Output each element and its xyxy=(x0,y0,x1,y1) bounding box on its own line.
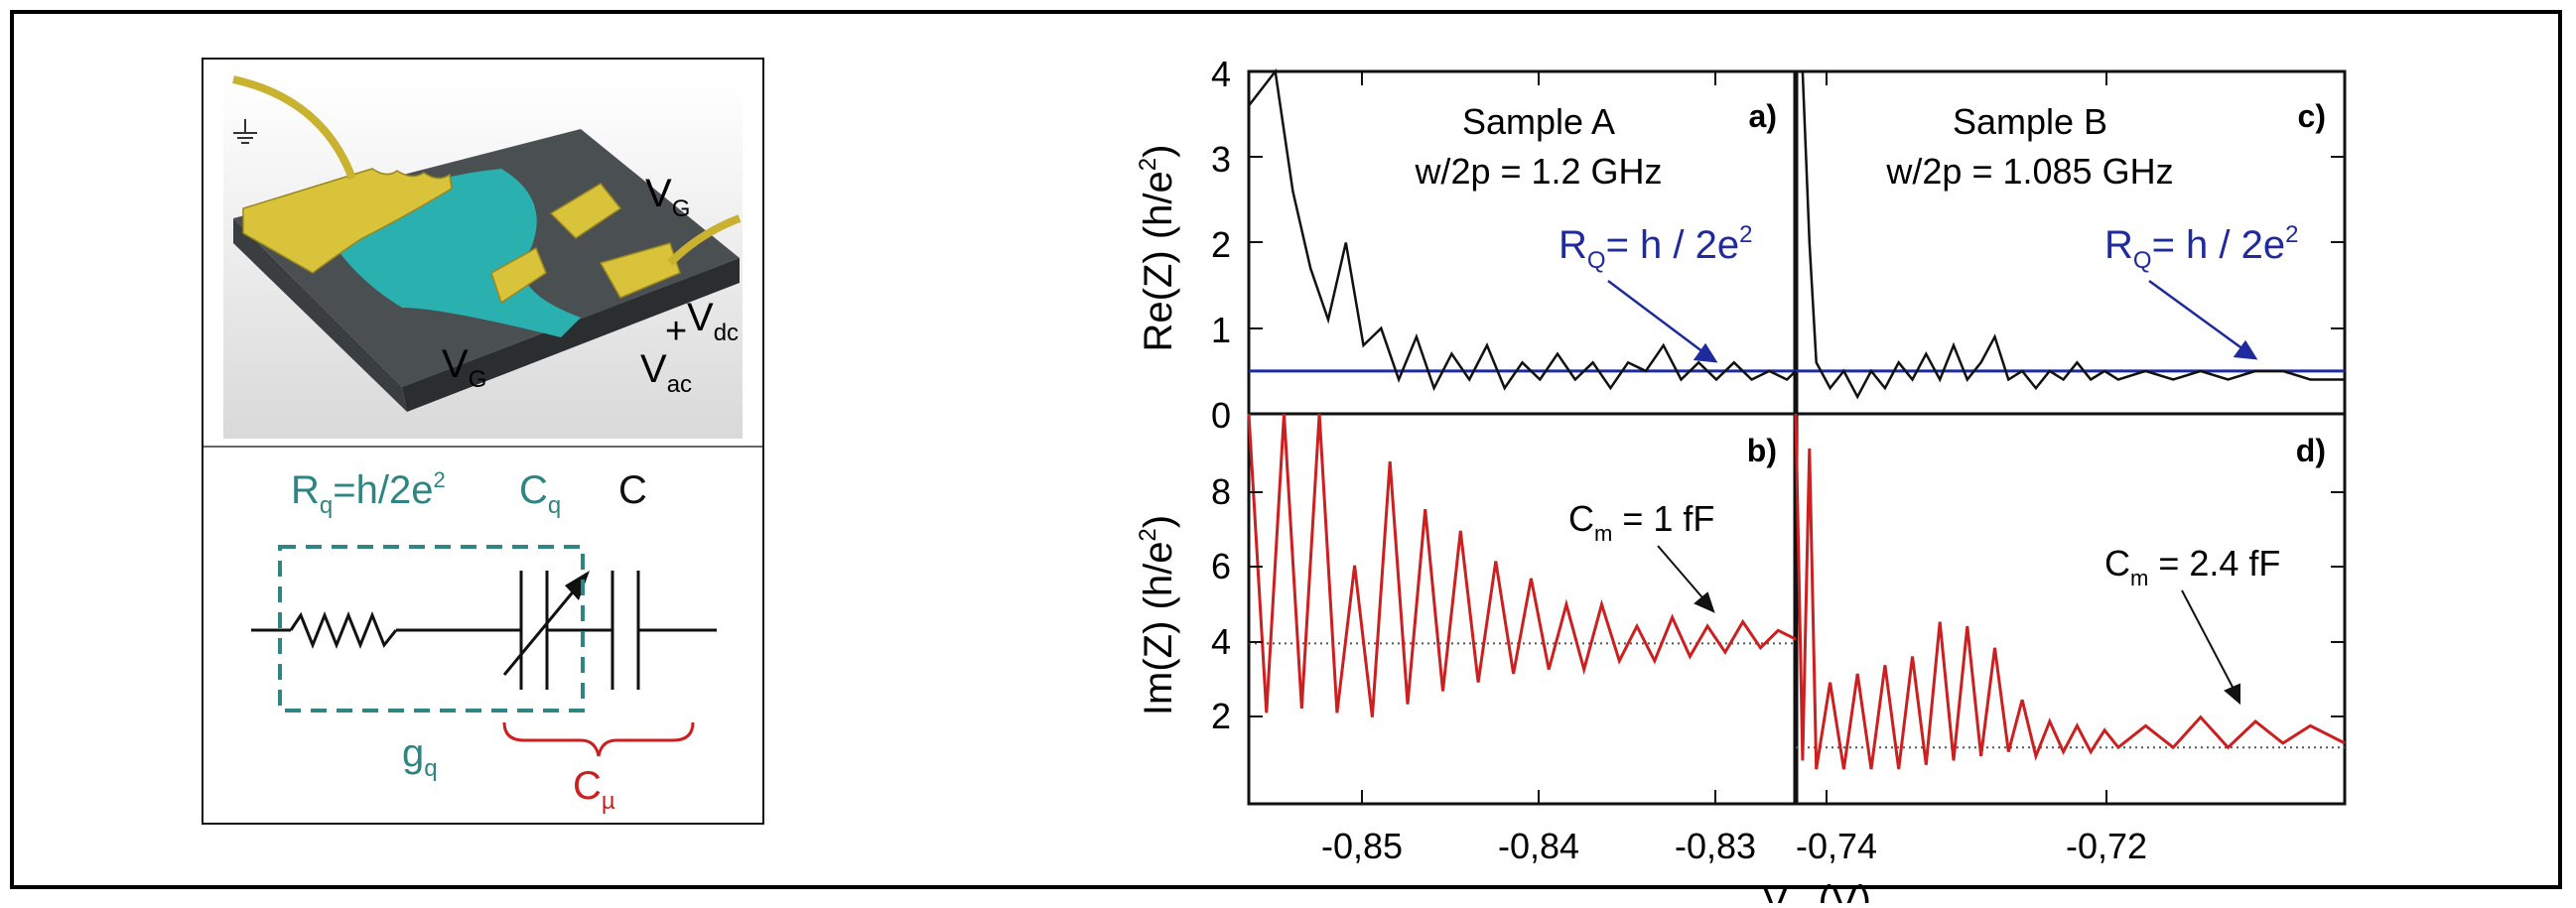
cmu-label: Cµ xyxy=(573,764,615,815)
im-z-curve-b xyxy=(1247,413,1797,717)
schematic-svg: VG VG Vdc + Vac Rq=h/2e2 Cq C xyxy=(203,75,762,815)
tunable-arrow-icon xyxy=(565,571,590,600)
c-label: C xyxy=(618,468,647,512)
circuit xyxy=(251,571,717,690)
vdc-label: Vdc xyxy=(687,296,739,346)
ytick-im-2: 2 xyxy=(1211,696,1231,736)
plus-label: + xyxy=(665,311,687,352)
title-sample-a: Sample A xyxy=(1462,101,1615,142)
schematic-panel: VG VG Vdc + Vac Rq=h/2e2 Cq C xyxy=(202,58,764,825)
xtick-a-2: -0,84 xyxy=(1498,826,1579,866)
ohmic-contact xyxy=(242,168,453,274)
re-z-curve-c xyxy=(1796,69,2345,400)
ytick-re-3: 3 xyxy=(1211,139,1231,180)
xtick-a-3: -0,83 xyxy=(1675,826,1756,866)
im-z-curve-d xyxy=(1794,413,2346,770)
title-sample-b: Sample B xyxy=(1953,101,2107,142)
tick-marks xyxy=(1249,71,2345,804)
vac-label: Vac xyxy=(640,347,692,398)
panel-letter-a: a) xyxy=(1749,98,1777,134)
vg-top-label: VG xyxy=(645,172,690,222)
rq-arrows xyxy=(1607,279,2258,363)
ylabel-re: Re(Z) (h/e2) xyxy=(1135,145,1180,352)
subtitle-sample-b: w/2p = 1.085 GHz xyxy=(1885,151,2173,192)
panel-letter-b: b) xyxy=(1747,433,1777,468)
gate-bottom xyxy=(490,246,547,305)
cm-arrows xyxy=(1657,545,2240,706)
bond-wire-left xyxy=(232,75,356,181)
re-z-curve-a xyxy=(1248,67,1797,392)
ytick-im-4: 4 xyxy=(1211,621,1231,662)
gq-label: gq xyxy=(402,731,438,782)
xtick-c-2: -0,72 xyxy=(2066,826,2147,866)
xtick-a-1: -0,85 xyxy=(1321,826,1403,866)
ytick-im-8: 8 xyxy=(1211,471,1231,512)
ytick-im-6: 6 xyxy=(1211,546,1231,586)
vg-left-label: VG xyxy=(442,342,486,393)
subtitle-sample-a: w/2p = 1.2 GHz xyxy=(1414,151,1662,192)
rq-label: Rq=h/2e2 xyxy=(291,467,446,519)
ytick-re-2: 2 xyxy=(1211,224,1231,265)
cq-label: Cq xyxy=(519,468,561,519)
gate-top xyxy=(549,183,622,239)
ylabel-im: Im(Z) (h/e2) xyxy=(1135,515,1180,715)
bond-wire-right xyxy=(667,214,742,266)
ytick-re-1: 1 xyxy=(1211,310,1231,350)
dot-contact xyxy=(599,242,681,299)
ground-icon xyxy=(233,119,257,144)
panel-letter-c: c) xyxy=(2298,98,2326,134)
ytick-re-4: 4 xyxy=(1211,54,1231,94)
rq-label-a: RQ= h / 2e2 xyxy=(1559,221,1752,274)
ytick-re-0: 0 xyxy=(1211,395,1231,436)
cm-annotation-b: Cm = 1 fF xyxy=(1568,498,1714,546)
impedance-plots: 4 3 2 1 0 8 6 4 2 Re(Z) (h/e2) Im(Z) (h/… xyxy=(1135,54,2347,908)
plots-area: 4 3 2 1 0 8 6 4 2 Re(Z) (h/e2) Im(Z) (h/… xyxy=(1072,50,2382,908)
cm-annotation-d: Cm = 2.4 fF xyxy=(2104,543,2280,590)
xtick-c-1: -0,74 xyxy=(1796,826,1877,866)
panel-letter-d: d) xyxy=(2296,433,2326,468)
cmu-brace xyxy=(502,721,695,757)
rq-label-c: RQ= h / 2e2 xyxy=(2104,221,2298,274)
xlabel: VG (V) xyxy=(1762,878,1871,903)
